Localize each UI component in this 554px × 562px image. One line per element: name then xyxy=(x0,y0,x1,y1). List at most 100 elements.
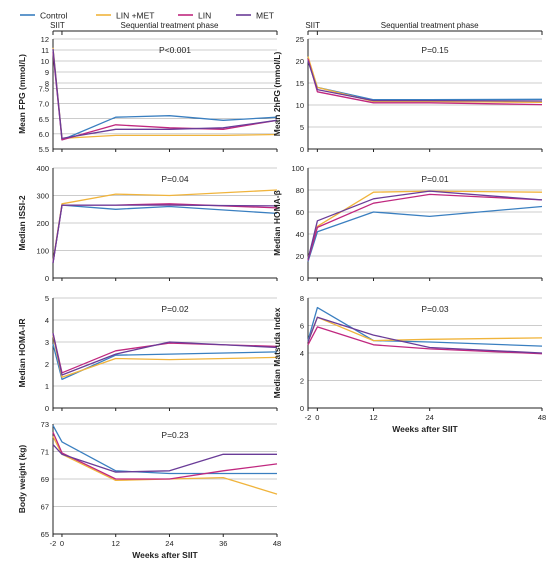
y-tick-label: 25 xyxy=(296,35,304,44)
p-value-annotation: P=0.02 xyxy=(161,304,188,314)
y-axis-label: Mean 2hPG (mmol/L) xyxy=(272,52,282,137)
y-tick-label: 80 xyxy=(296,186,304,195)
y-tick-label: 100 xyxy=(291,164,304,173)
series-line-lin-met xyxy=(307,316,543,343)
y-axis-label: Mean FPG (mmol/L) xyxy=(17,54,27,134)
x-tick-label: 48 xyxy=(538,413,546,422)
series-line-control xyxy=(52,204,278,263)
y-tick-label: 67 xyxy=(41,503,49,512)
phase-label-siit: SIIT xyxy=(50,21,65,30)
panels: SIIT Sequential treatment phase 5.5 6.0 6.5 7… xyxy=(17,21,546,560)
x-tick-label: -2 xyxy=(305,413,312,422)
series-line-lin xyxy=(52,431,278,480)
series-line-met xyxy=(307,316,543,354)
y-tick-label: 2 xyxy=(45,360,49,369)
y-tick-label: 0 xyxy=(45,404,49,413)
legend: Control LIN +MET LIN MET xyxy=(20,11,274,21)
series-line-lin xyxy=(307,326,543,355)
panel-2: SIIT Sequential treatment phase 0 5 10 15 20 25… xyxy=(272,21,543,154)
y-tick-label: 73 xyxy=(41,420,49,429)
x-tick-label: 24 xyxy=(165,539,173,548)
y-tick-label: 40 xyxy=(296,230,304,239)
p-value-annotation: P=0.15 xyxy=(421,45,448,55)
y-tick-label: 15 xyxy=(296,79,304,88)
x-tick-label: 48 xyxy=(273,539,281,548)
legend-label: MET xyxy=(256,11,274,21)
y-tick-label: 6 xyxy=(300,322,304,331)
y-tick-label: 5 xyxy=(300,123,304,132)
phase-label-siit: SIIT xyxy=(305,21,320,30)
y-tick-label: 20 xyxy=(296,252,304,261)
y-tick-label: 5 xyxy=(45,294,49,303)
y-tick-label: 10 xyxy=(41,57,49,66)
y-tick-label: 0 xyxy=(300,274,304,283)
y-tick-label: 4 xyxy=(45,316,49,325)
series-line-met xyxy=(52,444,277,473)
series-line-lin-met xyxy=(52,436,278,495)
series-line-met xyxy=(307,190,543,260)
y-tick-label: 3 xyxy=(45,338,49,347)
series-line-lin-met xyxy=(307,190,543,259)
panel-4: 0 20 40 60 80 100 Median HOMA-β P=0.01 xyxy=(272,164,543,283)
series-line-control xyxy=(52,344,278,381)
legend-label: LIN xyxy=(198,11,211,21)
x-tick-label: 24 xyxy=(426,413,434,422)
series-line-lin-met xyxy=(307,56,543,104)
panel-1: SIIT Sequential treatment phase 5.5 6.0 6.5 7… xyxy=(17,21,278,154)
y-tick-label: 20 xyxy=(296,57,304,66)
y-tick-label: 0 xyxy=(300,145,304,154)
y-tick-label: 0 xyxy=(300,404,304,413)
series-line-met xyxy=(52,48,278,140)
y-axis-label: Median ISSI-2 xyxy=(17,195,27,251)
series-line-met xyxy=(52,333,278,376)
y-tick-label: 4 xyxy=(300,349,304,358)
y-tick-label: 12 xyxy=(41,35,49,44)
series-line-met xyxy=(307,60,543,102)
series-line-lin-met xyxy=(52,335,278,378)
series-line-lin xyxy=(307,193,543,261)
y-tick-label: 400 xyxy=(36,164,49,173)
y-axis-label: Median HOMA-β xyxy=(272,190,282,256)
y-tick-label: 0 xyxy=(45,274,49,283)
y-tick-label: 100 xyxy=(36,247,49,256)
x-tick-label: -2 xyxy=(50,539,57,548)
x-tick-label: 0 xyxy=(60,539,64,548)
p-value-annotation: P<0.001 xyxy=(159,45,191,55)
y-tick-label: 5.5 xyxy=(39,145,49,154)
p-value-annotation: P=0.03 xyxy=(421,304,448,314)
y-tick-label: 10 xyxy=(296,101,304,110)
series-line-lin xyxy=(52,203,278,263)
p-value-annotation: P=0.23 xyxy=(161,430,188,440)
y-tick-label: 7.0 xyxy=(39,100,49,109)
y-axis-label: Body weight (kg) xyxy=(17,445,27,514)
x-tick-label: 0 xyxy=(315,413,319,422)
series-line-lin xyxy=(52,52,278,141)
series-line-control xyxy=(52,425,277,475)
x-tick-label: 36 xyxy=(219,539,227,548)
y-tick-label: 2 xyxy=(300,377,304,386)
y-tick-label: 7.5 xyxy=(39,85,49,94)
y-tick-label: 1 xyxy=(45,382,49,391)
y-tick-label: 6.0 xyxy=(39,130,49,139)
y-axis-label: Median Matsuda Index xyxy=(272,307,282,398)
panel-3: 0 100 200 300 400 Median ISSI-2 P=0.04 xyxy=(17,164,278,283)
p-value-annotation: P=0.04 xyxy=(161,174,188,184)
phase-label-sequential: Sequential treatment phase xyxy=(381,21,479,30)
series-line-met xyxy=(52,204,278,263)
x-axis-label: Weeks after SIIT xyxy=(392,424,458,434)
legend-label: LIN +MET xyxy=(116,11,155,21)
y-tick-label: 71 xyxy=(41,448,49,457)
y-tick-label: 6.5 xyxy=(39,115,49,124)
y-tick-label: 8 xyxy=(45,79,49,88)
y-tick-label: 11 xyxy=(41,46,49,55)
x-tick-label: 12 xyxy=(369,413,377,422)
series-line-control xyxy=(307,205,543,262)
x-tick-label: 12 xyxy=(112,539,120,548)
y-tick-label: 200 xyxy=(36,219,49,228)
y-tick-label: 9 xyxy=(45,68,49,77)
y-tick-label: 69 xyxy=(41,475,49,484)
panel-5: 0 1 2 3 4 5 Median HOMA-IR P=0.02 xyxy=(17,294,278,413)
series-line-lin xyxy=(307,58,543,106)
